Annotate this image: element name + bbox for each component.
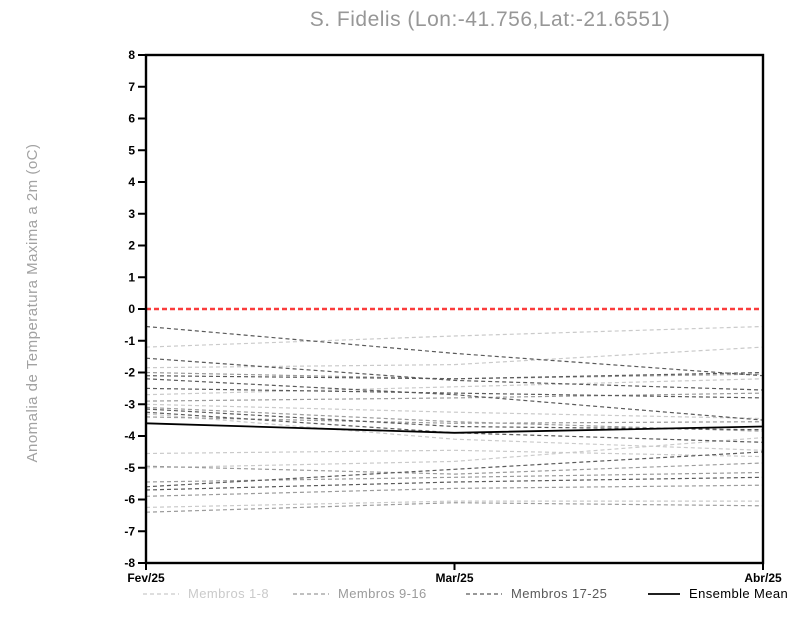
legend-label: Membros 17-25 bbox=[511, 586, 608, 601]
y-tick-label: 1 bbox=[128, 270, 135, 284]
y-tick-label: -7 bbox=[124, 524, 135, 538]
legend-item-membros-9-16: Membros 9-16 bbox=[293, 586, 427, 601]
y-tick-label: -3 bbox=[124, 397, 135, 411]
solid-line-sample bbox=[648, 591, 680, 597]
x-tick-label: Mar/25 bbox=[435, 571, 473, 585]
chart-title: S. Fidelis (Lon:-41.756,Lat:-21.6551) bbox=[309, 8, 671, 31]
member-line bbox=[145, 403, 764, 420]
member-line bbox=[145, 502, 764, 513]
member-line bbox=[145, 416, 764, 424]
member-line bbox=[145, 500, 763, 508]
legend-item-membros-17-25: Membros 17-25 bbox=[466, 586, 607, 601]
y-tick-label: -5 bbox=[124, 461, 135, 475]
y-tick-label: 5 bbox=[128, 143, 135, 157]
member-line bbox=[145, 378, 764, 396]
member-line bbox=[145, 451, 764, 488]
y-tick-label: -8 bbox=[124, 556, 135, 570]
legend: Membros 1-8 Membros 9-16 Membros 17-25 E… bbox=[0, 586, 800, 606]
member-line bbox=[145, 449, 764, 458]
member-line bbox=[145, 437, 764, 469]
x-tick-label: Fev/25 bbox=[127, 571, 165, 585]
member-line bbox=[145, 413, 764, 451]
member-line bbox=[145, 346, 764, 369]
member-line bbox=[145, 378, 764, 421]
member-line bbox=[145, 325, 764, 377]
member-line bbox=[145, 476, 764, 491]
member-line bbox=[145, 357, 764, 391]
legend-label: Ensemble Mean bbox=[689, 586, 789, 601]
dashed-line-sample bbox=[143, 591, 179, 597]
dashed-line-sample bbox=[293, 591, 329, 597]
y-tick-label: -6 bbox=[124, 493, 135, 507]
x-tick-label: Abr/25 bbox=[744, 571, 782, 585]
legend-item-ensemble-mean: Ensemble Mean bbox=[648, 586, 788, 601]
y-tick-label: 8 bbox=[128, 48, 135, 62]
y-tick-label: 0 bbox=[128, 302, 135, 316]
member-line bbox=[145, 411, 764, 443]
ensemble-mean-line bbox=[145, 422, 764, 434]
member-line bbox=[145, 387, 764, 399]
member-line bbox=[145, 371, 764, 380]
member-line bbox=[145, 392, 764, 402]
y-tick-label: 2 bbox=[128, 239, 135, 253]
member-line bbox=[145, 371, 764, 380]
y-tick-label: 3 bbox=[128, 207, 135, 221]
y-tick-label: 7 bbox=[128, 80, 135, 94]
y-tick-label: 4 bbox=[128, 175, 135, 189]
legend-label: Membros 1-8 bbox=[188, 586, 269, 601]
y-tick-label: -4 bbox=[124, 429, 135, 443]
legend-item-membros-1-8: Membros 1-8 bbox=[143, 586, 269, 601]
y-tick-label: 6 bbox=[128, 112, 135, 126]
member-line bbox=[145, 325, 764, 348]
member-line bbox=[145, 471, 764, 483]
y-tick-label: -2 bbox=[124, 366, 135, 380]
member-line bbox=[145, 462, 764, 475]
legend-label: Membros 9-16 bbox=[338, 586, 427, 601]
dashed-line-sample bbox=[466, 591, 502, 597]
member-line bbox=[145, 484, 764, 497]
y-tick-label: -1 bbox=[124, 334, 135, 348]
